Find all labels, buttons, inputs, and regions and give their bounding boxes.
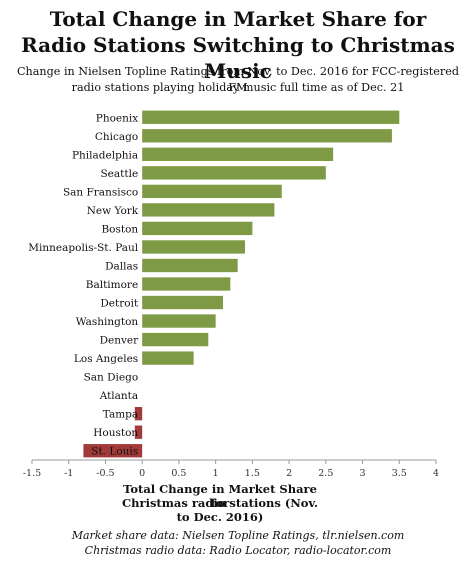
category-label: Minneapolis-St. Paul <box>28 242 139 254</box>
bar-new-york <box>142 203 275 217</box>
category-label: St. Louis <box>91 446 138 458</box>
category-label: Washington <box>76 316 139 328</box>
category-label: San Fransisco <box>63 186 138 198</box>
category-label: Boston <box>101 223 138 235</box>
category-label: Dallas <box>105 260 138 272</box>
x-tick-label: -0.5 <box>96 468 114 479</box>
x-tick-label: 3.5 <box>392 468 407 479</box>
x-tick-label: 2.5 <box>318 468 333 479</box>
category-label: Baltimore <box>86 279 138 291</box>
bar-houston <box>134 425 143 439</box>
bar-philadelphia <box>142 147 334 161</box>
bar-seattle <box>142 166 326 180</box>
x-tick-label: -1.5 <box>23 468 41 479</box>
x-axis-label-line-1: Total Change in Market Share for <box>123 482 317 510</box>
bar-minneapolis-st-paul <box>142 240 246 254</box>
bar-st-louis <box>83 444 143 458</box>
bar-washington <box>142 314 216 328</box>
chart-subtitle-line-2: radio stations playing holiday music ful… <box>71 81 405 94</box>
bar-baltimore <box>142 277 231 291</box>
chart-title-line-2: Radio Stations Switching to Christmas Mu… <box>21 33 455 83</box>
category-label: Chicago <box>95 131 138 143</box>
bar-denver <box>142 332 209 347</box>
chart-title-line-1: Total Change in Market Share for <box>49 7 427 31</box>
x-tick-label: 3 <box>360 468 366 479</box>
bar-chicago <box>142 129 392 143</box>
bar-dallas <box>142 258 238 273</box>
x-tick-label: 1 <box>213 468 219 479</box>
x-tick-label: 2 <box>286 468 292 479</box>
category-label: Denver <box>100 335 140 347</box>
category-label: New York <box>87 205 139 217</box>
bar-tampa <box>134 407 143 421</box>
bar-san-fransisco <box>142 184 282 199</box>
category-label: Philadelphia <box>72 149 138 161</box>
x-tick-label: 0 <box>139 468 145 479</box>
bar-phoenix <box>142 110 400 124</box>
x-tick-label: -1 <box>64 468 73 479</box>
x-axis-label-line-2: Christmas radio stations (Nov. to Dec. 2… <box>122 496 318 524</box>
x-tick-label: 0.5 <box>171 468 186 479</box>
source-note-line-1: Market share data: Nielsen Topline Ratin… <box>71 529 405 542</box>
source-note-line-2: Christmas radio data: Radio Locator, rad… <box>84 544 392 557</box>
x-tick-label: 4 <box>433 468 439 479</box>
category-label: Phoenix <box>96 112 138 124</box>
bar-boston <box>142 221 253 236</box>
x-tick-label: 1.5 <box>245 468 260 479</box>
chart-subtitle-line-1: Change in Nielsen Topline Ratings from N… <box>16 65 460 94</box>
category-label: Houston <box>93 427 138 439</box>
bar-los-angeles <box>142 351 194 365</box>
category-label: Seattle <box>100 168 138 180</box>
category-label: Tampa <box>103 409 138 421</box>
category-label: Detroit <box>100 298 139 310</box>
category-label: Atlanta <box>99 390 138 402</box>
category-label: San Diego <box>84 372 139 384</box>
category-label: Los Angeles <box>74 353 138 365</box>
bar-detroit <box>142 295 223 310</box>
